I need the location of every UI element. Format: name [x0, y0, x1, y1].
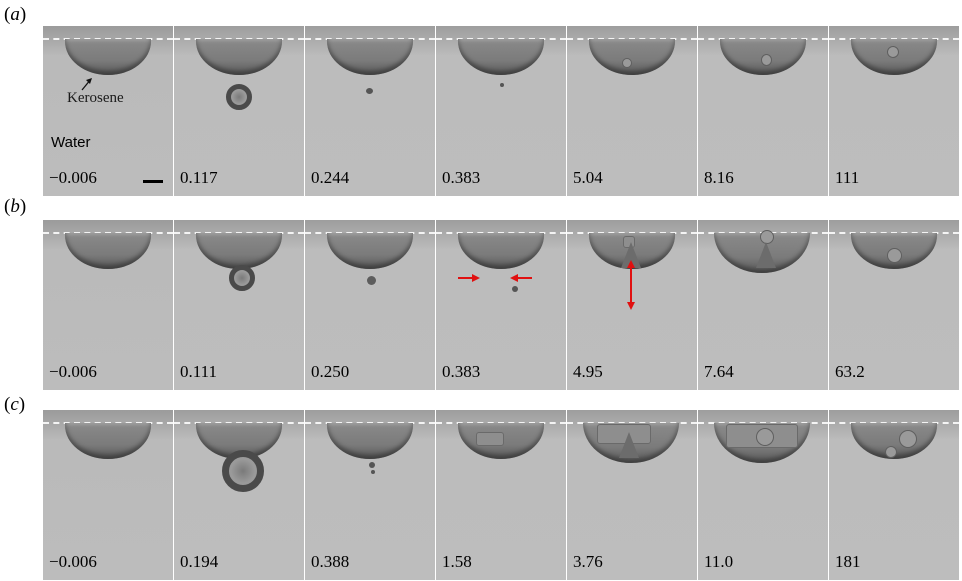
frame-time: 111: [835, 168, 860, 187]
frame-time: 11.0: [704, 552, 734, 571]
frame-time: 0.194: [180, 552, 219, 571]
frame-time: 0.250: [311, 362, 350, 381]
jet-cone: [621, 242, 641, 268]
entrapped-bubble: [899, 430, 917, 448]
kerosene-drop: [327, 233, 413, 269]
frame: 63.2: [829, 220, 959, 390]
bubble-speck: [512, 286, 518, 292]
kerosene-label: Kerosene: [67, 90, 124, 106]
frame: 181: [829, 410, 959, 580]
frame: 4.95: [567, 220, 697, 390]
bubble-speck: [371, 470, 375, 474]
bubble-speck: [367, 276, 376, 285]
arrow-icon: [81, 78, 92, 91]
frame: 0.383: [436, 26, 566, 196]
kerosene-drop: [196, 39, 282, 75]
kerosene-drop: [327, 423, 413, 459]
kerosene-drop: [65, 39, 151, 75]
image-strip-a: Kerosene Water −0.006 0.117 0.244 0.383 …: [43, 26, 959, 196]
image-strip-c: −0.006 0.194 0.388 1.58 3.76 11.0: [43, 410, 959, 580]
frame-time: 1.58: [442, 552, 472, 571]
scale-bar: [143, 180, 163, 183]
frame: 3.76: [567, 410, 697, 580]
frame: 8.16: [698, 26, 828, 196]
frame-time: 0.111: [180, 362, 217, 381]
frame-time: 4.95: [573, 362, 603, 381]
frame-time: −0.006: [49, 552, 97, 571]
frame-time: 8.16: [704, 168, 734, 187]
frame: 0.244: [305, 26, 435, 196]
frame: 0.250: [305, 220, 435, 390]
frame-time: 3.76: [573, 552, 603, 571]
frame: 0.111: [174, 220, 304, 390]
jet-cone: [619, 432, 639, 458]
frame: −0.006: [43, 410, 173, 580]
frame-time: 0.244: [311, 168, 350, 187]
bubble-speck: [500, 83, 504, 87]
kerosene-drop: [65, 423, 151, 459]
frame: 7.64: [698, 220, 828, 390]
panel-label-c: (c): [4, 394, 26, 415]
frame: −0.006: [43, 220, 173, 390]
entrapped-bubble: [885, 446, 897, 458]
entrapped-bubble: [887, 46, 899, 58]
kerosene-drop: [327, 39, 413, 75]
entrapped-bubble: [761, 54, 772, 66]
fragment-cluster: [476, 432, 504, 446]
jet-cone: [756, 242, 776, 268]
jet-arrow-icon: [627, 260, 635, 310]
image-strip-b: −0.006 0.111 0.250 0.383 4: [43, 220, 959, 390]
bubble-speck: [369, 462, 375, 468]
frame: 1.58: [436, 410, 566, 580]
entrapped-bubble: [756, 428, 774, 446]
panel-label-b: (b): [4, 196, 27, 217]
toroidal-bubble: [229, 265, 255, 291]
entrapped-bubble: [622, 58, 632, 68]
water-label: Water: [51, 134, 91, 151]
compression-arrows-icon: [458, 274, 532, 282]
frame-time: 0.117: [180, 168, 218, 187]
frame-time: 0.383: [442, 362, 481, 381]
frame: 0.383: [436, 220, 566, 390]
kerosene-drop: [65, 233, 151, 269]
kerosene-drop: [589, 39, 675, 75]
panel-label-a: (a): [4, 4, 27, 25]
frame: 5.04: [567, 26, 697, 196]
frame-time: 0.383: [442, 168, 481, 187]
frame: 0.388: [305, 410, 435, 580]
frame-time: 181: [835, 552, 861, 571]
frame-time: −0.006: [49, 362, 97, 381]
frame: Kerosene Water −0.006: [43, 26, 173, 196]
toroidal-bubble: [226, 84, 252, 110]
frame: 0.117: [174, 26, 304, 196]
bubble-speck: [366, 88, 373, 94]
kerosene-drop: [458, 39, 544, 75]
entrapped-bubble: [887, 248, 902, 263]
frame-time: 5.04: [573, 168, 603, 187]
toroidal-bubble: [222, 450, 264, 492]
frame: 0.194: [174, 410, 304, 580]
frame-time: 0.388: [311, 552, 350, 571]
frame-time: 7.64: [704, 362, 734, 381]
frame: 11.0: [698, 410, 828, 580]
kerosene-drop: [196, 233, 282, 269]
frame: 111: [829, 26, 959, 196]
frame-time: −0.006: [49, 168, 97, 187]
frame-time: 63.2: [835, 362, 865, 381]
